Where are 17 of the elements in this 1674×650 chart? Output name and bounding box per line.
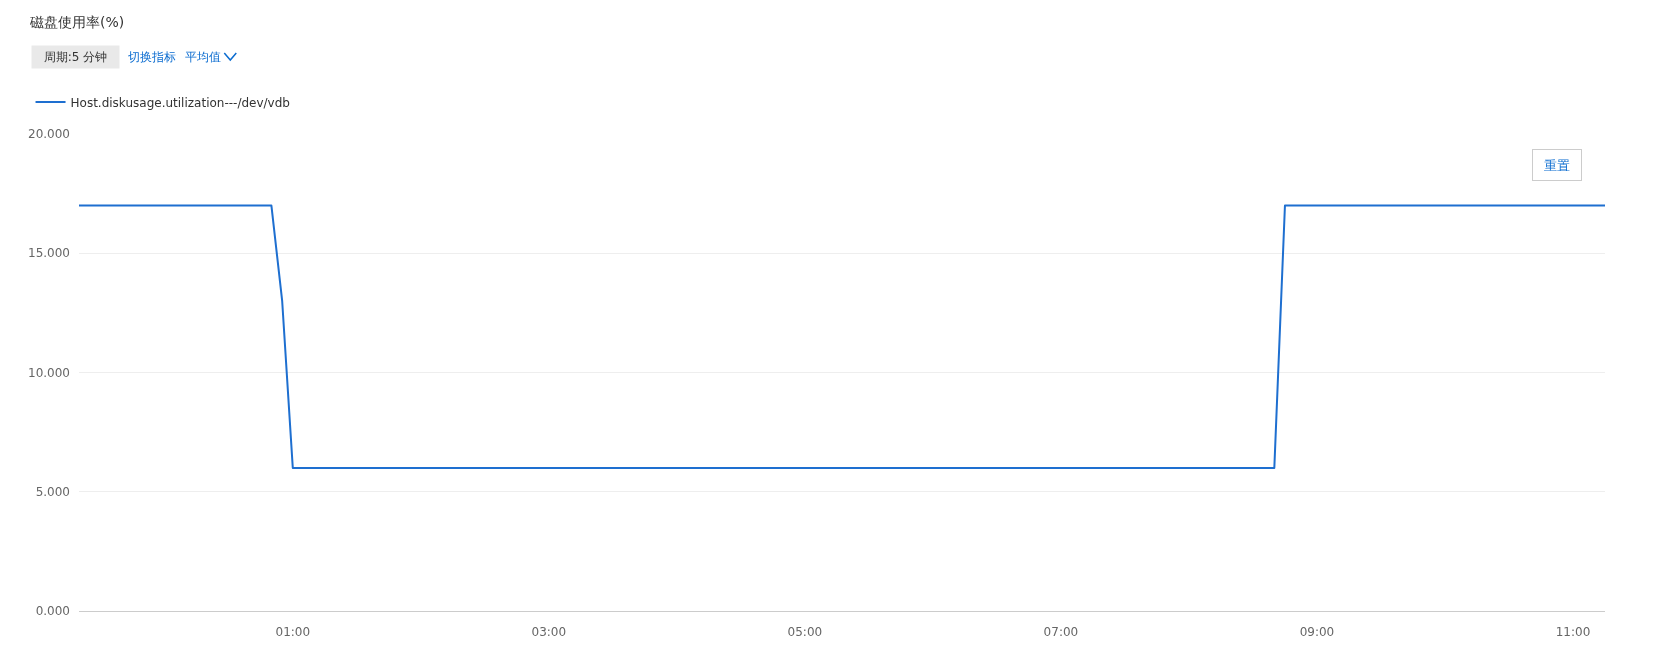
y-tick-label: 5.000 xyxy=(35,484,70,499)
x-tick-label: 05:00 xyxy=(787,625,823,640)
annotation: 重置 xyxy=(1544,157,1570,173)
text: 平均值 xyxy=(185,50,221,64)
y-tick-label: 10.000 xyxy=(28,365,70,380)
legend-label: Host.diskusage.utilization---/dev/vdb xyxy=(70,95,290,110)
y-tick-label: 0.000 xyxy=(35,604,70,619)
y-tick-label: 20.000 xyxy=(28,127,70,142)
y-tick-label: 15.000 xyxy=(28,246,70,261)
x-tick-label: 03:00 xyxy=(531,625,567,640)
x-tick-label: 07:00 xyxy=(1043,625,1079,640)
x-tick-label: 11:00 xyxy=(1555,625,1591,640)
chart-title: 磁盘使用率(%) xyxy=(29,13,125,30)
text: 切换指标 xyxy=(128,50,176,64)
x-tick-label: 01:00 xyxy=(275,625,311,640)
text: 周期:5 分钟 xyxy=(43,50,108,64)
x-tick-label: 09:00 xyxy=(1299,625,1335,640)
